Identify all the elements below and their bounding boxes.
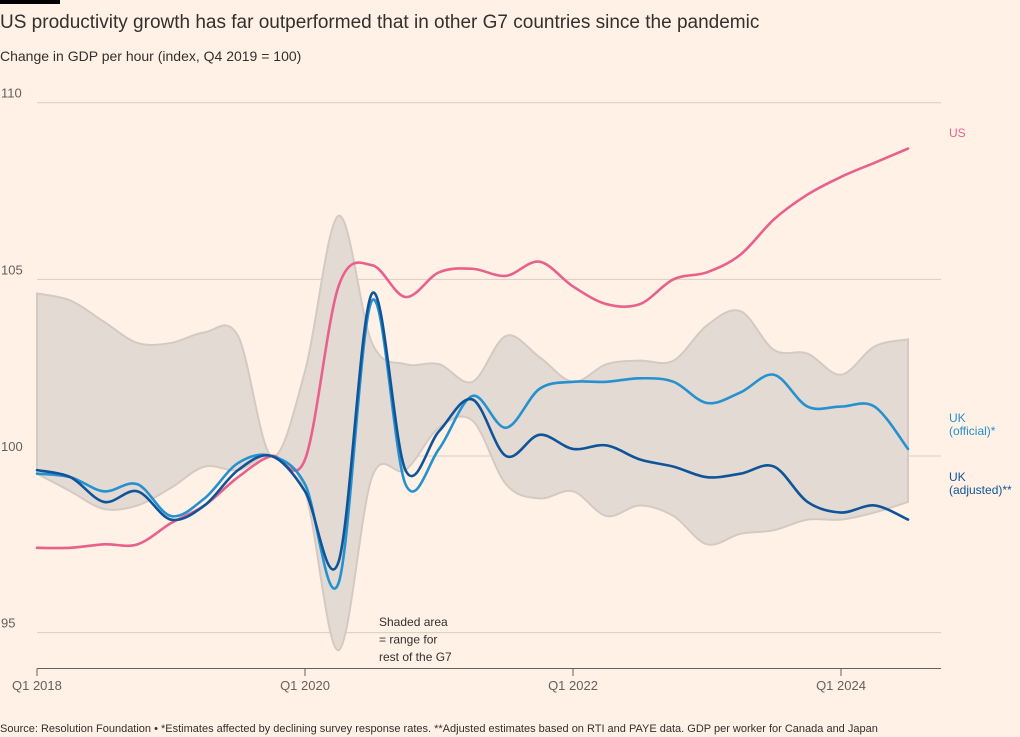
uk-official-label-0: UK — [949, 411, 966, 425]
x-tick-label-3: Q1 2024 — [816, 678, 866, 693]
annotation-line-0: Shaded area — [379, 615, 448, 629]
uk-adjusted-label-1: (adjusted)** — [949, 483, 1012, 497]
annotation: Shaded area = range for rest of the G7 — [379, 615, 452, 664]
g7-range-band — [36, 214, 909, 652]
uk-adjusted-label-0: UK — [949, 470, 966, 484]
y-tick-label-105: 105 — [1, 262, 23, 277]
x-axis: Q1 2018 Q1 2020 Q1 2022 Q1 2024 — [12, 668, 941, 693]
source-note: Source: Resolution Foundation • *Estimat… — [0, 723, 878, 735]
x-tick-label-1: Q1 2020 — [280, 678, 330, 693]
x-tick-label-2: Q1 2022 — [548, 678, 598, 693]
chart-title: US productivity growth has far outperfor… — [0, 12, 760, 33]
annotation-line-2: rest of the G7 — [379, 650, 452, 664]
y-tick-label-95: 95 — [1, 616, 15, 631]
annotation-line-1: = range for — [379, 633, 437, 647]
series-lines — [35, 147, 910, 590]
g7-range-area — [36, 214, 909, 652]
uk-adjusted-line — [35, 291, 910, 571]
chart-subtitle: Change in GDP per hour (index, Q4 2019 =… — [0, 48, 302, 64]
gridlines: 95 100 105 110 — [1, 86, 941, 634]
y-tick-label-110: 110 — [1, 86, 22, 101]
uk-official-line — [35, 298, 910, 590]
us-line — [35, 147, 910, 550]
us-label: US — [949, 126, 966, 140]
brand-bar — [0, 0, 60, 4]
x-tick-label-0: Q1 2018 — [12, 678, 62, 693]
y-tick-label-100: 100 — [1, 439, 23, 454]
uk-official-label-1: (official)* — [949, 424, 996, 438]
